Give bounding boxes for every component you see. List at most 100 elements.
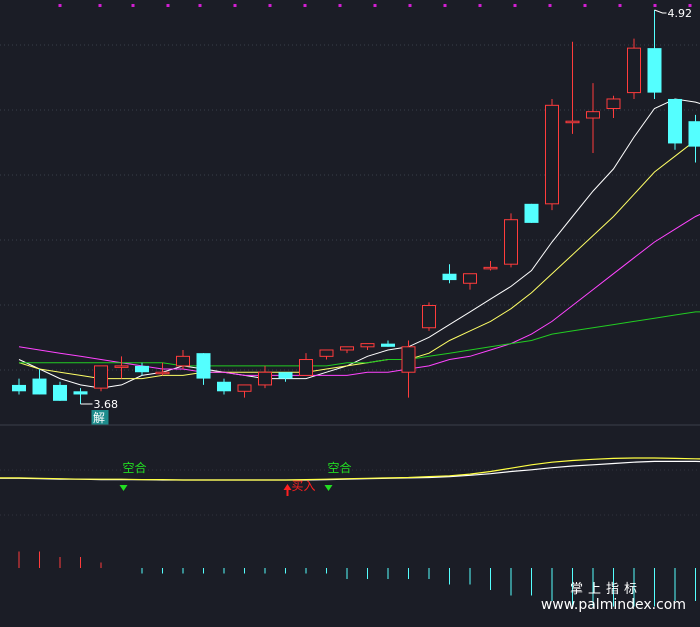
signal-arrow-2 — [324, 481, 333, 491]
ma-line-2 — [18, 213, 700, 376]
candle-12 — [258, 365, 272, 389]
candle-body-1 — [32, 378, 47, 395]
candle-20 — [422, 302, 436, 331]
signal-arrow-0 — [119, 481, 128, 491]
candle-body-26 — [545, 104, 559, 205]
ma-line-3 — [19, 311, 700, 367]
candle-26 — [545, 98, 559, 211]
candle-body-9 — [196, 353, 211, 379]
candle-22 — [463, 273, 477, 290]
ma-line-1 — [18, 136, 700, 380]
candle-14 — [299, 353, 313, 376]
candle-32 — [668, 98, 682, 150]
candle-25 — [524, 203, 539, 223]
candle-body-7 — [155, 371, 170, 375]
candle-4 — [94, 365, 108, 392]
candle-1 — [32, 369, 47, 395]
candle-body-16 — [340, 346, 354, 351]
top-dot-17 — [653, 4, 657, 7]
candle-10 — [217, 378, 231, 395]
candle-body-19 — [401, 346, 416, 373]
candle-body-28 — [586, 111, 600, 119]
top-dot-9 — [373, 4, 377, 7]
candle-27 — [565, 41, 580, 134]
candle-body-22 — [463, 273, 477, 284]
candle-0 — [12, 378, 26, 395]
top-dot-8 — [338, 4, 342, 7]
candle-body-8 — [176, 355, 190, 367]
candle-23 — [483, 261, 498, 271]
candle-18 — [381, 340, 395, 347]
candle-body-21 — [442, 273, 457, 281]
grid-lines — [0, 44, 700, 516]
top-dot-2 — [131, 4, 135, 7]
candle-body-31 — [647, 48, 662, 93]
candle-29 — [606, 95, 621, 119]
candle-body-11 — [237, 384, 252, 392]
candle-body-0 — [12, 384, 26, 392]
top-dot-6 — [268, 4, 272, 7]
candle-body-30 — [627, 47, 641, 94]
top-dot-16 — [618, 4, 622, 7]
candle-24 — [504, 213, 518, 268]
candle-body-32 — [668, 98, 682, 144]
top-dot-3 — [166, 4, 170, 7]
candle-body-27 — [565, 120, 580, 124]
candle-2 — [53, 381, 67, 401]
candle-body-14 — [299, 359, 313, 376]
candle-9 — [196, 353, 211, 385]
candle-body-25 — [524, 203, 539, 223]
candle-5 — [114, 356, 129, 379]
watermark-brand: 掌上指标 — [569, 582, 642, 597]
buy-arrow-1 — [283, 484, 292, 496]
candle-body-3 — [73, 391, 88, 395]
candle-31 — [647, 10, 662, 99]
top-dot-12 — [478, 4, 482, 7]
candle-11 — [237, 384, 252, 398]
candle-13 — [278, 372, 293, 382]
candle-6 — [135, 362, 149, 376]
candle-16 — [340, 346, 354, 354]
buy-label-1: 买入 — [292, 479, 316, 493]
signal-label-0: 空合 — [123, 460, 147, 475]
candles — [12, 10, 700, 404]
candle-body-10 — [217, 381, 231, 392]
candle-body-2 — [53, 384, 67, 401]
top-marker-dots — [58, 4, 692, 7]
high-marker-label: 4.92 — [668, 7, 693, 20]
signal-label-2: 空合 — [328, 460, 352, 475]
watermark-url: www.palmindex.com — [540, 597, 686, 613]
candle-7 — [155, 362, 170, 376]
candle-body-13 — [278, 372, 293, 379]
candle-15 — [319, 349, 334, 360]
top-dot-11 — [443, 4, 447, 7]
candle-body-18 — [381, 343, 395, 347]
top-dot-14 — [548, 4, 552, 7]
high-marker-arrow — [654, 9, 667, 14]
candle-body-20 — [422, 305, 436, 329]
indicator-line-yellow — [0, 457, 700, 481]
price-markers: 4.92 3.68解 — [80, 7, 693, 425]
top-dot-7 — [303, 4, 307, 7]
candle-body-17 — [360, 343, 375, 348]
top-dot-0 — [58, 4, 62, 7]
candle-28 — [586, 83, 600, 153]
top-dot-1 — [98, 4, 102, 7]
top-dot-13 — [513, 4, 517, 7]
candle-body-24 — [504, 219, 518, 265]
candle-17 — [360, 343, 375, 350]
candle-body-23 — [483, 266, 498, 270]
ma-line-0 — [18, 98, 700, 389]
candle-body-5 — [114, 365, 129, 368]
candle-30 — [627, 38, 641, 99]
top-dot-18 — [688, 4, 692, 7]
top-dot-5 — [233, 4, 237, 7]
low-marker-label: 3.68 — [94, 398, 119, 411]
candle-body-33 — [688, 121, 700, 147]
candle-33 — [688, 114, 700, 163]
moving-average-lines — [18, 98, 700, 389]
candle-21 — [442, 264, 457, 284]
candle-body-12 — [258, 371, 272, 386]
